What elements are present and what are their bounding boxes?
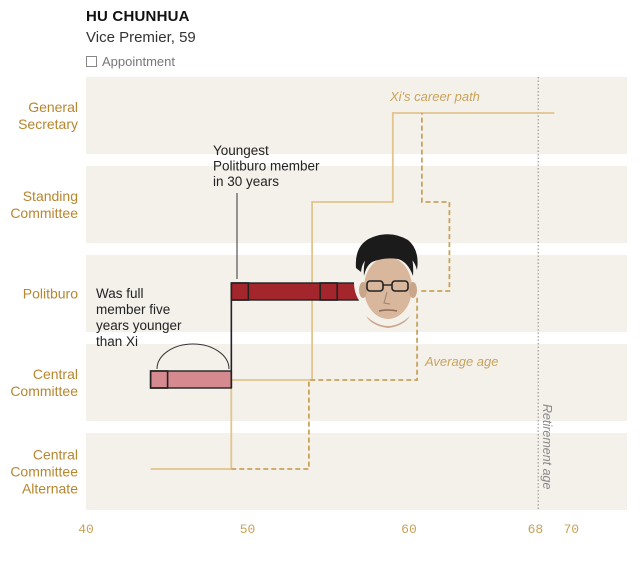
row-label-line: Secretary (18, 116, 78, 132)
annotation-full-member: Was full (96, 286, 144, 301)
portrait-image (354, 234, 420, 328)
annotation-youngest: in 30 years (213, 174, 279, 189)
appointment-marker (149, 370, 169, 389)
appointment-marker (319, 282, 338, 301)
annotation-arc (156, 343, 230, 370)
x-tick-label: 60 (401, 522, 417, 537)
hu-politburo-bar (230, 282, 362, 301)
row-label-line: Central (33, 447, 78, 463)
x-tick-label: 40 (78, 522, 94, 537)
annotation-xi-path: Xi's career path (389, 89, 480, 104)
x-tick-label: 68 (528, 522, 544, 537)
row-label-line: General (28, 99, 78, 115)
hu-cc-bar (149, 370, 233, 389)
row-band-4 (86, 166, 627, 243)
row-label-line: Politburo (23, 286, 78, 302)
x-tick-label: 50 (240, 522, 256, 537)
x-axis-ticks: 40 50 60 68 70 (78, 522, 579, 537)
row-band-5 (86, 77, 627, 154)
row-labels: GeneralSecretaryStandingCommitteePolitbu… (10, 99, 78, 497)
legend-appointment-label: Appointment (102, 54, 175, 69)
annotation-average-age: Average age (424, 354, 499, 369)
row-label-line: Alternate (22, 481, 78, 497)
x-tick-label: 70 (563, 522, 579, 537)
row-label-line: Committee (10, 464, 78, 480)
annotation-youngest: Politburo member (213, 159, 320, 174)
annotation-full-member: than Xi (96, 334, 138, 349)
annotation-full-member: years younger (96, 318, 182, 333)
row-label-line: Committee (10, 383, 78, 399)
annotation-full-member: member five (96, 302, 170, 317)
row-label-line: Committee (10, 205, 78, 221)
legend-appointment: Appointment (86, 54, 175, 69)
row-label-line: Central (33, 366, 78, 382)
retirement-age-label: Retirement age (540, 404, 554, 490)
row-band-1 (86, 433, 627, 510)
row-label-line: Standing (23, 188, 78, 204)
annotation-youngest: Youngest (213, 143, 269, 158)
person-name: HU CHUNHUA (86, 8, 190, 25)
appointment-square-icon (86, 56, 97, 67)
appointment-marker (230, 282, 250, 301)
person-subtitle: Vice Premier, 59 (86, 29, 196, 46)
